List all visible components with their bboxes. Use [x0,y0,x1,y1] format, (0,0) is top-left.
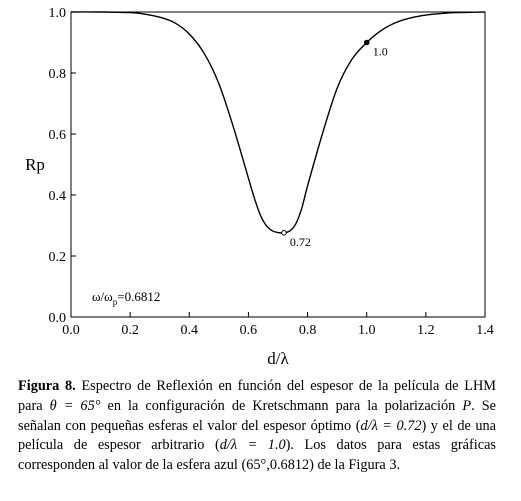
x-axis-label: d/λ [267,349,289,368]
figure-caption: Figura 8. Espectro de Reflexión en funci… [18,377,496,476]
x-tick-label: 1.4 [476,323,494,338]
x-tick-label: 0.2 [121,323,139,338]
caption-text-2: en la configuración de Kretschmann para … [100,397,463,414]
caption-text-1: Espectro de Reflexión en función del esp… [18,378,496,414]
caption-text-4: ) y el de una película de espesor arbitr… [18,417,496,454]
optimal-thickness-marker [281,230,287,236]
annotation-value: =0.6812 [117,289,160,304]
arbitrary-thickness-marker [363,39,370,46]
y-tick-label: 0.8 [49,67,67,82]
y-tick-label: 1.0 [49,6,67,21]
chart: 0.0 0.2 0.4 0.6 0.8 1.0 1.2 1.4 0.0 0.2 0.4 0.6 0.8… [25,6,494,368]
y-tick-label: 0.6 [49,128,67,143]
frequency-annotation: ω/ωp=0.6812 [92,289,160,307]
caption-text-5: ). Los datos para estas gráficas corresp… [18,437,496,474]
x-tick-label: 1.2 [417,323,435,338]
reflection-chart: 0.0 0.2 0.4 0.6 0.8 1.0 1.2 1.4 0.0 0.2 0.4 0.6 0.8… [25,6,494,368]
y-tick-label: 0.4 [49,189,67,204]
x-tick-label: 0.0 [62,323,80,338]
optimal-thickness-label: 0.72 [290,235,311,249]
x-tick-label: 1.0 [358,323,376,338]
plot-frame [70,11,486,318]
x-tick-label: 0.8 [299,323,317,338]
x-tick-label: 0.6 [240,323,258,338]
caption-math-arbitrary: d/λ = 1.0 [219,437,286,454]
caption-text-3: . Se señalan con pequeñas esferas el val… [18,397,496,434]
series-line-rp [70,11,486,234]
x-tick-label: 0.4 [181,323,199,338]
annotation-sub: p [113,297,118,307]
caption-math-p: P [462,397,472,414]
arbitrary-thickness-label: 1.0 [373,45,388,59]
y-tick-label: 0.0 [49,311,67,326]
y-tick-label: 0.2 [49,250,67,265]
y-axis-label: Rp [25,155,45,174]
annotation-main: ω/ω [92,289,113,304]
caption-math-theta: θ = 65° [49,397,101,414]
caption-label: Figura 8. [18,378,76,394]
caption-math-optimal: d/λ = 0.72 [360,417,422,434]
